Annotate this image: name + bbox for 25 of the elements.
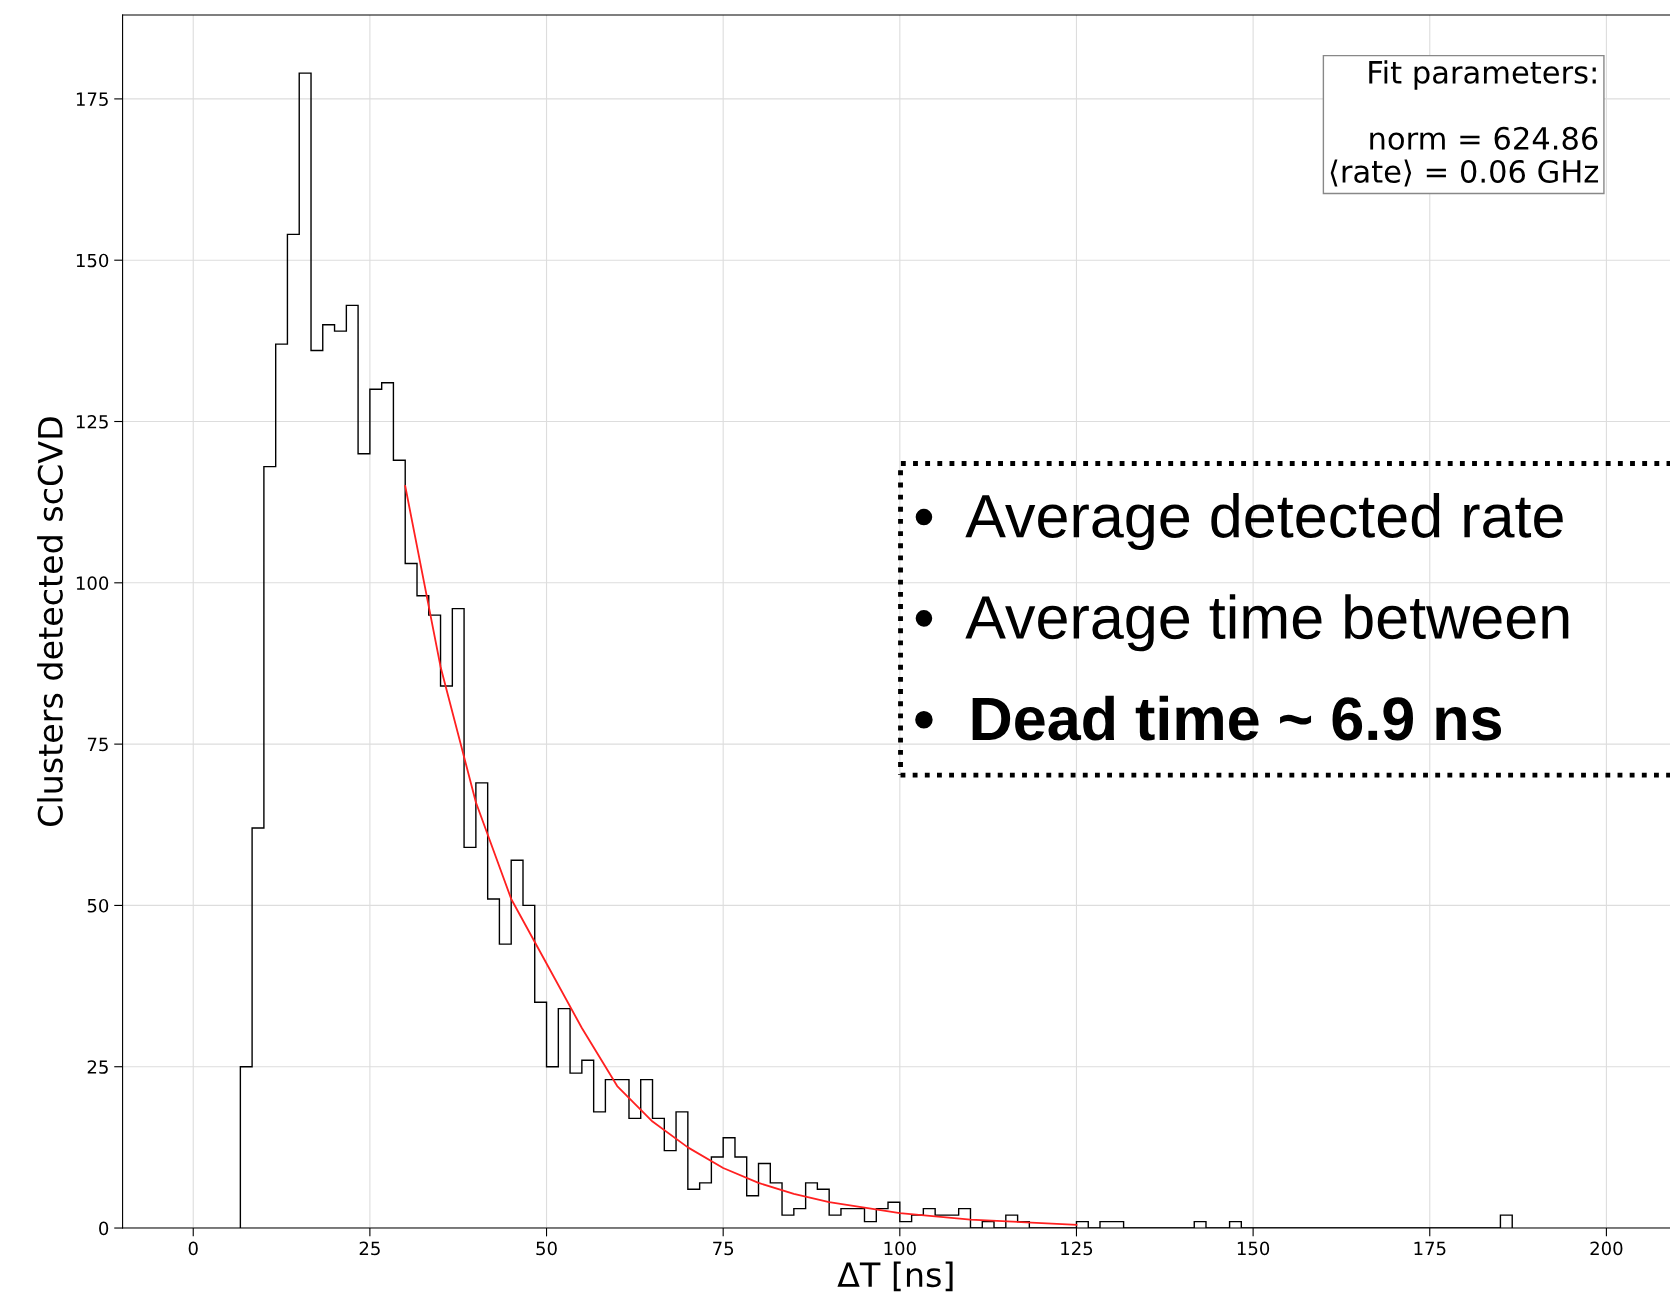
- x-tick-label: 100: [884, 1241, 916, 1256]
- annotation: norm = 624.86: [1370, 126, 1598, 150]
- y-tick-label: 25: [87, 1060, 108, 1074]
- y-tick-label: 75: [87, 737, 108, 752]
- x-tick-label: 0: [188, 1241, 198, 1256]
- y-tick-label: 150: [76, 253, 109, 268]
- annotation: • Average time between: [915, 594, 1569, 652]
- annotation: • Dead time ~ 6.9 ns: [915, 695, 1502, 741]
- x-tick-label: 200: [1590, 1241, 1623, 1256]
- x-tick-label: 150: [1237, 1241, 1270, 1256]
- y-tick-label: 100: [76, 576, 109, 590]
- x-tick-label: 175: [1414, 1241, 1446, 1256]
- annotation: Fit parameters:: [1369, 60, 1596, 90]
- x-axis-title: ΔT [ns]: [837, 1261, 953, 1292]
- x-tick-label: 50: [536, 1241, 557, 1256]
- annotation: • Average detected rate: [915, 493, 1563, 550]
- x-tick-label: 25: [359, 1241, 380, 1256]
- y-axis-title: Clusters detected scCVD: [37, 417, 63, 826]
- y-tick-label: 175: [76, 92, 108, 107]
- x-tick-label: 125: [1061, 1241, 1093, 1256]
- y-tick-label: 0: [99, 1221, 109, 1236]
- annotation: ⟨rate⟩ = 0.06 GHz: [1330, 159, 1599, 187]
- x-tick-label: 75: [713, 1241, 734, 1256]
- y-tick-label: 125: [76, 414, 108, 429]
- y-tick-label: 50: [87, 898, 109, 913]
